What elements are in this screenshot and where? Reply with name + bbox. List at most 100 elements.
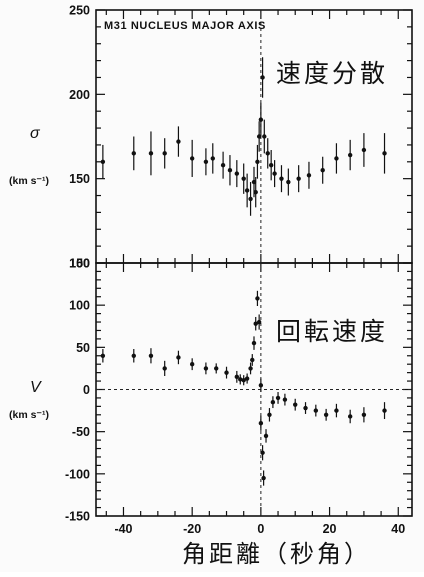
x-tick-label: 20	[323, 522, 337, 536]
bottom-data-point	[176, 355, 181, 360]
top-ylabel: σ	[30, 125, 41, 142]
top-ytick-label: 100	[69, 257, 90, 271]
bottom-data-point	[100, 353, 106, 358]
bottom-data-point	[256, 319, 262, 325]
x-tick-label: 40	[391, 522, 405, 536]
bottom-ylabel: V	[30, 379, 42, 396]
x-tick-label: -20	[183, 522, 201, 536]
bottom-ytick-label: 50	[76, 341, 90, 355]
top-data-point	[253, 189, 258, 195]
top-data-point	[382, 151, 387, 156]
top-data-point	[279, 176, 284, 181]
bottom-data-point	[323, 412, 329, 417]
top-yunit: (km s⁻¹)	[9, 175, 49, 187]
bottom-ytick-label: -50	[72, 425, 90, 439]
top-data-point	[347, 152, 353, 158]
top-data-point	[131, 151, 136, 156]
top-data-point	[256, 134, 262, 139]
bottom-yunit: (km s⁻¹)	[9, 409, 49, 421]
top-data-point	[306, 173, 312, 178]
bottom-data-point	[238, 377, 243, 382]
top-data-point	[234, 171, 240, 176]
bottom-ytick-label: 100	[69, 299, 90, 313]
bottom-data-point	[270, 399, 276, 405]
bottom-data-point	[260, 450, 265, 455]
top-ytick-label: 250	[69, 4, 90, 18]
bottom-data-point	[251, 340, 257, 346]
chart-title: M31 NUCLEUS MAJOR AXIS	[104, 20, 266, 32]
bottom-annotation: 回転速度	[276, 317, 388, 346]
top-data-point	[248, 196, 253, 202]
top-data-point	[241, 176, 246, 181]
bottom-data-point	[261, 475, 266, 481]
top-data-point	[268, 162, 274, 168]
bottom-data-point	[282, 397, 288, 402]
top-data-point	[361, 147, 367, 153]
bottom-data-point	[234, 374, 240, 380]
bottom-data-point	[148, 353, 154, 358]
bottom-data-point	[214, 366, 219, 371]
bottom-data-point	[162, 366, 167, 371]
top-data-point	[176, 139, 181, 144]
top-data-point	[189, 156, 195, 161]
bottom-ytick-label: -100	[65, 467, 90, 481]
top-data-point	[262, 134, 267, 139]
top-data-point	[334, 156, 339, 161]
bottom-data-point	[361, 412, 367, 417]
bottom-data-point	[303, 405, 308, 411]
bottom-data-point	[250, 357, 255, 363]
top-data-point	[260, 75, 265, 80]
top-data-point	[258, 117, 264, 122]
bottom-data-point	[258, 421, 264, 426]
bottom-data-point	[255, 296, 260, 301]
top-panel-frame	[95, 9, 413, 264]
top-data-point	[272, 171, 277, 176]
bottom-data-point	[382, 408, 387, 413]
top-data-point	[320, 168, 325, 173]
x-tick-label: 0	[257, 522, 264, 536]
bottom-data-point	[224, 370, 229, 375]
bottom-data-point	[244, 376, 250, 381]
top-data-point	[162, 151, 167, 156]
top-data-point	[203, 159, 209, 164]
top-ytick-label: 200	[69, 88, 90, 102]
bottom-ytick-label: 0	[83, 383, 90, 397]
top-data-point	[227, 168, 233, 173]
x-tick-label: -40	[114, 522, 132, 536]
bottom-data-point	[203, 366, 209, 371]
top-data-point	[296, 176, 301, 181]
top-data-point	[220, 162, 226, 168]
bottom-data-point	[263, 433, 269, 439]
top-ytick-label: 150	[69, 172, 90, 186]
bottom-data-point	[253, 321, 258, 326]
bottom-data-point	[347, 414, 353, 419]
top-data-point	[100, 159, 106, 164]
top-data-point	[244, 188, 250, 193]
x-axis-label: 角距離（秒角）	[182, 540, 371, 568]
bottom-data-point	[258, 383, 264, 388]
bottom-data-point	[131, 353, 136, 358]
bottom-data-point	[293, 402, 298, 407]
top-data-point	[255, 159, 260, 164]
bottom-panel-points	[100, 290, 387, 486]
top-data-point	[251, 179, 257, 185]
top-data-point	[210, 156, 215, 161]
bottom-data-point	[248, 366, 253, 371]
bottom-data-point	[189, 362, 195, 367]
top-data-point	[265, 151, 270, 156]
bottom-data-point	[275, 395, 281, 401]
bottom-data-point	[241, 378, 246, 383]
top-data-point	[148, 151, 154, 156]
bottom-ytick-label: 150	[69, 257, 90, 271]
bottom-data-point	[267, 412, 272, 417]
top-data-point	[286, 179, 291, 185]
bottom-ytick-label: -150	[65, 510, 90, 524]
top-annotation: 速度分散	[276, 59, 388, 88]
bottom-data-point	[334, 408, 339, 413]
top-panel-points	[100, 57, 387, 216]
bottom-data-point	[313, 408, 319, 413]
